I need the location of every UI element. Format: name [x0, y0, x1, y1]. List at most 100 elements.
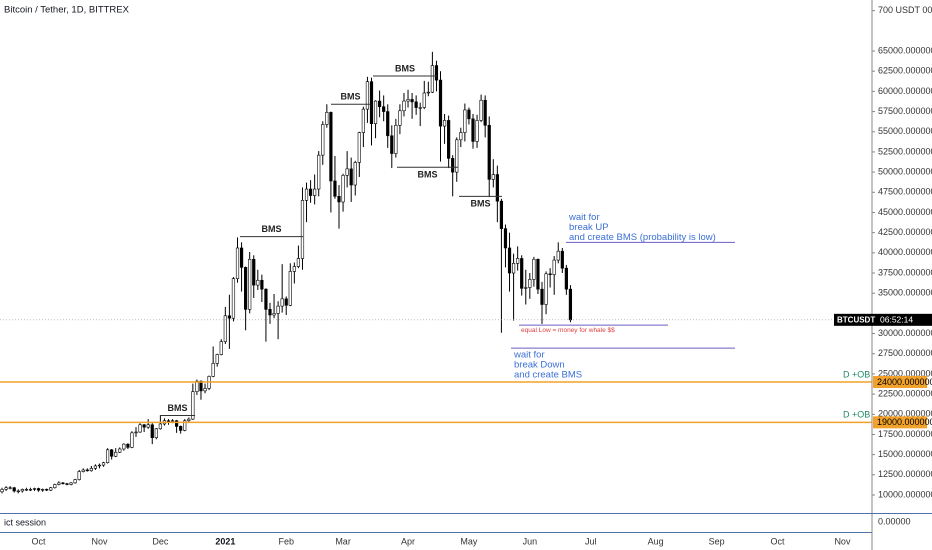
candle-body [556, 250, 560, 261]
y-tick-label: 30000.000000 [878, 328, 932, 338]
candle-body [199, 380, 203, 392]
candle-body [455, 139, 459, 173]
price-label-box [873, 375, 927, 388]
candle-body [329, 112, 333, 182]
candle-body [20, 489, 24, 492]
candle-body [442, 120, 447, 127]
x-tick-label: Sep [709, 536, 725, 546]
x-tick-label: Jun [523, 536, 538, 546]
bms-label: BMS [471, 199, 491, 209]
candle-body [231, 278, 236, 319]
y-tick-label: 52500.000000 [878, 146, 932, 156]
candle-body [378, 100, 382, 108]
candle-body [288, 271, 292, 306]
price-label: 24000.000000 [877, 377, 932, 387]
candle-body [313, 188, 317, 196]
price-label-box [873, 416, 927, 429]
x-tick-label: Aug [648, 536, 664, 546]
y-tick-label: 12500.000000 [878, 469, 932, 479]
y-tick-label: 40000.000000 [878, 247, 932, 257]
candle-body [191, 391, 195, 420]
candle-body [122, 443, 126, 450]
candle-body [105, 449, 110, 464]
candle-body [130, 432, 134, 448]
y-tick-label: 42500.000000 [878, 227, 932, 237]
order-block-label: D +OB [843, 410, 870, 420]
bms-label: BMS [341, 92, 361, 102]
candle-body [333, 180, 337, 197]
candle-body [447, 120, 451, 159]
candle-body [483, 99, 487, 126]
x-tick-label: Apr [401, 536, 415, 546]
indicator-value: 0.00000 [878, 516, 911, 526]
candle-body [516, 258, 520, 264]
y-tick-label: 15000.000000 [878, 449, 932, 459]
x-tick-label: Dec [152, 536, 169, 546]
bms-label: BMS [418, 170, 438, 180]
x-tick-label: Mar [335, 536, 351, 546]
x-tick-label: Jul [585, 536, 597, 546]
y-tick-label: 57500.000000 [878, 106, 932, 116]
candle-body [524, 287, 528, 289]
y-tick-label: 35000.000000 [878, 288, 932, 298]
candle-body [252, 258, 256, 286]
candle-body [69, 482, 73, 485]
candle-body [134, 431, 138, 434]
candle-body [438, 79, 443, 127]
candle-body [317, 154, 321, 190]
candle-body [244, 267, 248, 310]
candle-body [235, 247, 240, 279]
candle-body [560, 250, 564, 269]
candle-body [183, 420, 187, 431]
y-tick-label: 10000.000000 [878, 489, 932, 499]
candle-body [146, 424, 150, 428]
candle-body [170, 420, 175, 422]
y-tick-label: 700 USDT 00 [878, 5, 932, 15]
candle-body [268, 309, 272, 316]
candle-body [110, 449, 114, 457]
candle-body [451, 158, 455, 173]
candle-body [61, 482, 65, 484]
x-tick-label: Feb [278, 536, 294, 546]
candle-body [12, 487, 16, 492]
candle-body [276, 305, 280, 314]
candle-body [260, 279, 264, 290]
symbol-tag-box [834, 313, 932, 326]
candle-body [475, 120, 479, 142]
y-tick-label: 17500.000000 [878, 429, 932, 439]
candle-body [341, 175, 345, 203]
candle-body [398, 110, 402, 126]
candle-body [248, 258, 252, 310]
candle-body [528, 279, 532, 288]
y-tick-label: 65000.000000 [878, 45, 932, 55]
candle-body [203, 388, 207, 392]
candle-body [73, 479, 77, 484]
candle-body [239, 247, 244, 268]
y-tick-label: 45000.000000 [878, 207, 932, 217]
x-tick-label: May [460, 536, 478, 546]
candle-body [495, 174, 499, 202]
candle-body [284, 298, 288, 306]
note-text: and create BMS (probability is low) [569, 232, 716, 243]
symbol-tag: BTCUSDT [837, 315, 875, 324]
candle-body [532, 258, 536, 280]
candle-body [406, 99, 410, 102]
order-block-label: D +OB [843, 369, 870, 379]
candle-body [394, 124, 398, 154]
candle-body [325, 112, 329, 125]
candle-body [361, 108, 365, 133]
candle-body [77, 471, 81, 480]
y-tick-label: 37500.000000 [878, 267, 932, 277]
bms-label: BMS [168, 403, 188, 413]
candle-body [45, 489, 49, 491]
price-label: 19000.000000 [877, 417, 932, 427]
candle-body [410, 99, 414, 103]
candle-body [49, 487, 53, 491]
x-tick-label: 2021 [215, 536, 235, 546]
candle-body [8, 487, 12, 489]
candle-body [402, 100, 406, 112]
candle-body [369, 81, 374, 124]
candle-body [321, 124, 325, 156]
candle-body [296, 258, 301, 267]
y-tick-label: 20000.000000 [878, 409, 932, 419]
